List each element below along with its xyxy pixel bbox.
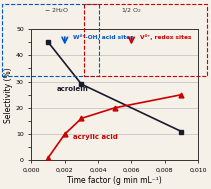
Text: V⁴⁺, redox sites: V⁴⁺, redox sites — [140, 34, 191, 40]
X-axis label: Time factor (g min mL⁻¹): Time factor (g min mL⁻¹) — [67, 176, 162, 185]
Text: acrylic acid: acrylic acid — [73, 134, 118, 140]
Text: W⁴⁺-OH, acid sites: W⁴⁺-OH, acid sites — [73, 34, 134, 40]
Text: 1/2 O$_2$: 1/2 O$_2$ — [121, 6, 142, 15]
Text: $-$ 2H$_2$O: $-$ 2H$_2$O — [44, 6, 69, 15]
Text: acrolein: acrolein — [57, 86, 88, 92]
Y-axis label: Selectivity (%): Selectivity (%) — [4, 67, 13, 122]
